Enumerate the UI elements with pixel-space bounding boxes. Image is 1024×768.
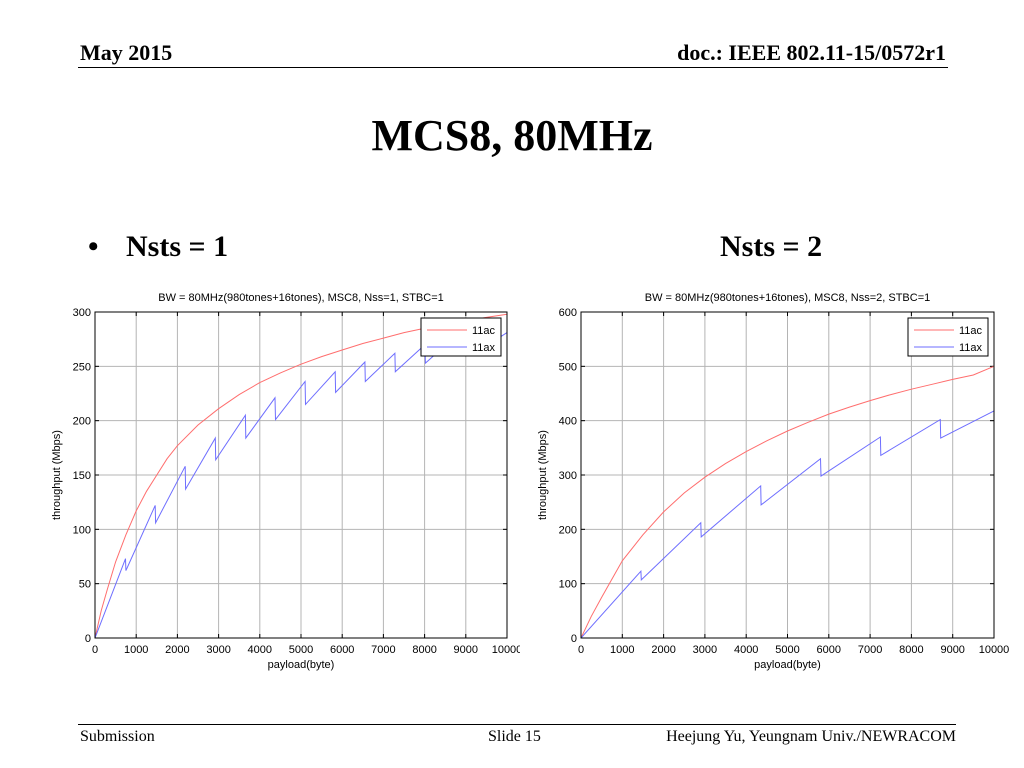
x-tick-label: 5000 xyxy=(775,644,799,656)
x-axis-label: payload(byte) xyxy=(268,659,335,671)
x-tick-label: 8000 xyxy=(899,644,923,656)
series-line-11ax xyxy=(580,410,995,639)
chart-title: BW = 80MHz(980tones+16tones), MSC8, Nss=… xyxy=(158,292,444,304)
x-tick-label: 1000 xyxy=(124,644,148,656)
x-tick-label: 7000 xyxy=(371,644,395,656)
y-tick-label: 600 xyxy=(559,307,577,319)
x-tick-label: 6000 xyxy=(817,644,841,656)
y-tick-label: 100 xyxy=(559,579,577,591)
bullet-icon: • xyxy=(88,230,99,263)
y-tick-label: 200 xyxy=(559,524,577,536)
chart-title: BW = 80MHz(980tones+16tones), MSC8, Nss=… xyxy=(645,292,931,304)
y-tick-label: 50 xyxy=(79,579,91,591)
slide-title: MCS8, 80MHz xyxy=(371,111,653,160)
x-tick-label: 1000 xyxy=(610,644,634,656)
footer-authors: Heejung Yu, Yeungnam Univ./NEWRACOM xyxy=(666,728,956,745)
x-tick-label: 8000 xyxy=(412,644,436,656)
x-tick-label: 9000 xyxy=(940,644,964,656)
legend-label-11ax: 11ax xyxy=(959,342,983,354)
y-tick-label: 100 xyxy=(73,524,91,536)
plot-frame xyxy=(94,311,508,639)
footer-slide-number: Slide 15 xyxy=(488,728,541,745)
plot-frame xyxy=(580,311,995,639)
chart-nss2: 0 1000 2000 3000 4000 5000 6000 7000 8000 9000 100… xyxy=(537,292,1010,671)
x-tick-label: 0 xyxy=(92,644,98,656)
x-tick-label: 3000 xyxy=(206,644,230,656)
y-axis-label: throughput (Mbps) xyxy=(51,430,63,520)
y-tick-label: 0 xyxy=(571,633,577,645)
x-tick-label: 6000 xyxy=(330,644,354,656)
y-tick-label: 300 xyxy=(73,307,91,319)
y-axis-label: throughput (Mbps) xyxy=(537,430,549,520)
y-tick-label: 500 xyxy=(559,361,577,373)
legend-box xyxy=(420,317,502,357)
x-tick-label: 9000 xyxy=(454,644,478,656)
x-tick-label: 10000 xyxy=(979,644,1010,656)
x-tick-label: 4000 xyxy=(734,644,758,656)
x-tick-label: 4000 xyxy=(248,644,272,656)
y-tick-label: 250 xyxy=(73,361,91,373)
header-date: May 2015 xyxy=(80,40,173,65)
series-line-11ac xyxy=(580,365,995,639)
footer-submission: Submission xyxy=(80,728,155,745)
legend-label-11ac: 11ac xyxy=(472,325,496,337)
y-tick-label: 150 xyxy=(73,470,91,482)
bullet-nsts-1: Nsts = 1 xyxy=(126,230,229,263)
legend-label-11ac: 11ac xyxy=(959,325,983,337)
x-tick-label: 2000 xyxy=(165,644,189,656)
legend-label-11ax: 11ax xyxy=(472,342,496,354)
x-tick-label: 0 xyxy=(578,644,584,656)
x-tick-label: 2000 xyxy=(651,644,675,656)
y-tick-label: 400 xyxy=(559,416,577,428)
x-axis-label: payload(byte) xyxy=(754,659,821,671)
x-tick-label: 10000 xyxy=(492,644,520,656)
x-tick-label: 5000 xyxy=(289,644,313,656)
header-doc-id: doc.: IEEE 802.11-15/0572r1 xyxy=(677,40,946,65)
x-tick-label: 3000 xyxy=(693,644,717,656)
x-tick-label: 7000 xyxy=(858,644,882,656)
bullet-nsts-2: Nsts = 2 xyxy=(720,230,823,263)
header-divider xyxy=(78,67,948,68)
legend-box xyxy=(907,317,989,357)
y-tick-label: 0 xyxy=(85,633,91,645)
chart-nss1: 0 1000 2000 3000 4000 5000 6000 7000 8000 9000 100… xyxy=(51,292,520,671)
footer-divider xyxy=(78,724,956,725)
y-tick-label: 200 xyxy=(73,416,91,428)
y-tick-label: 300 xyxy=(559,470,577,482)
